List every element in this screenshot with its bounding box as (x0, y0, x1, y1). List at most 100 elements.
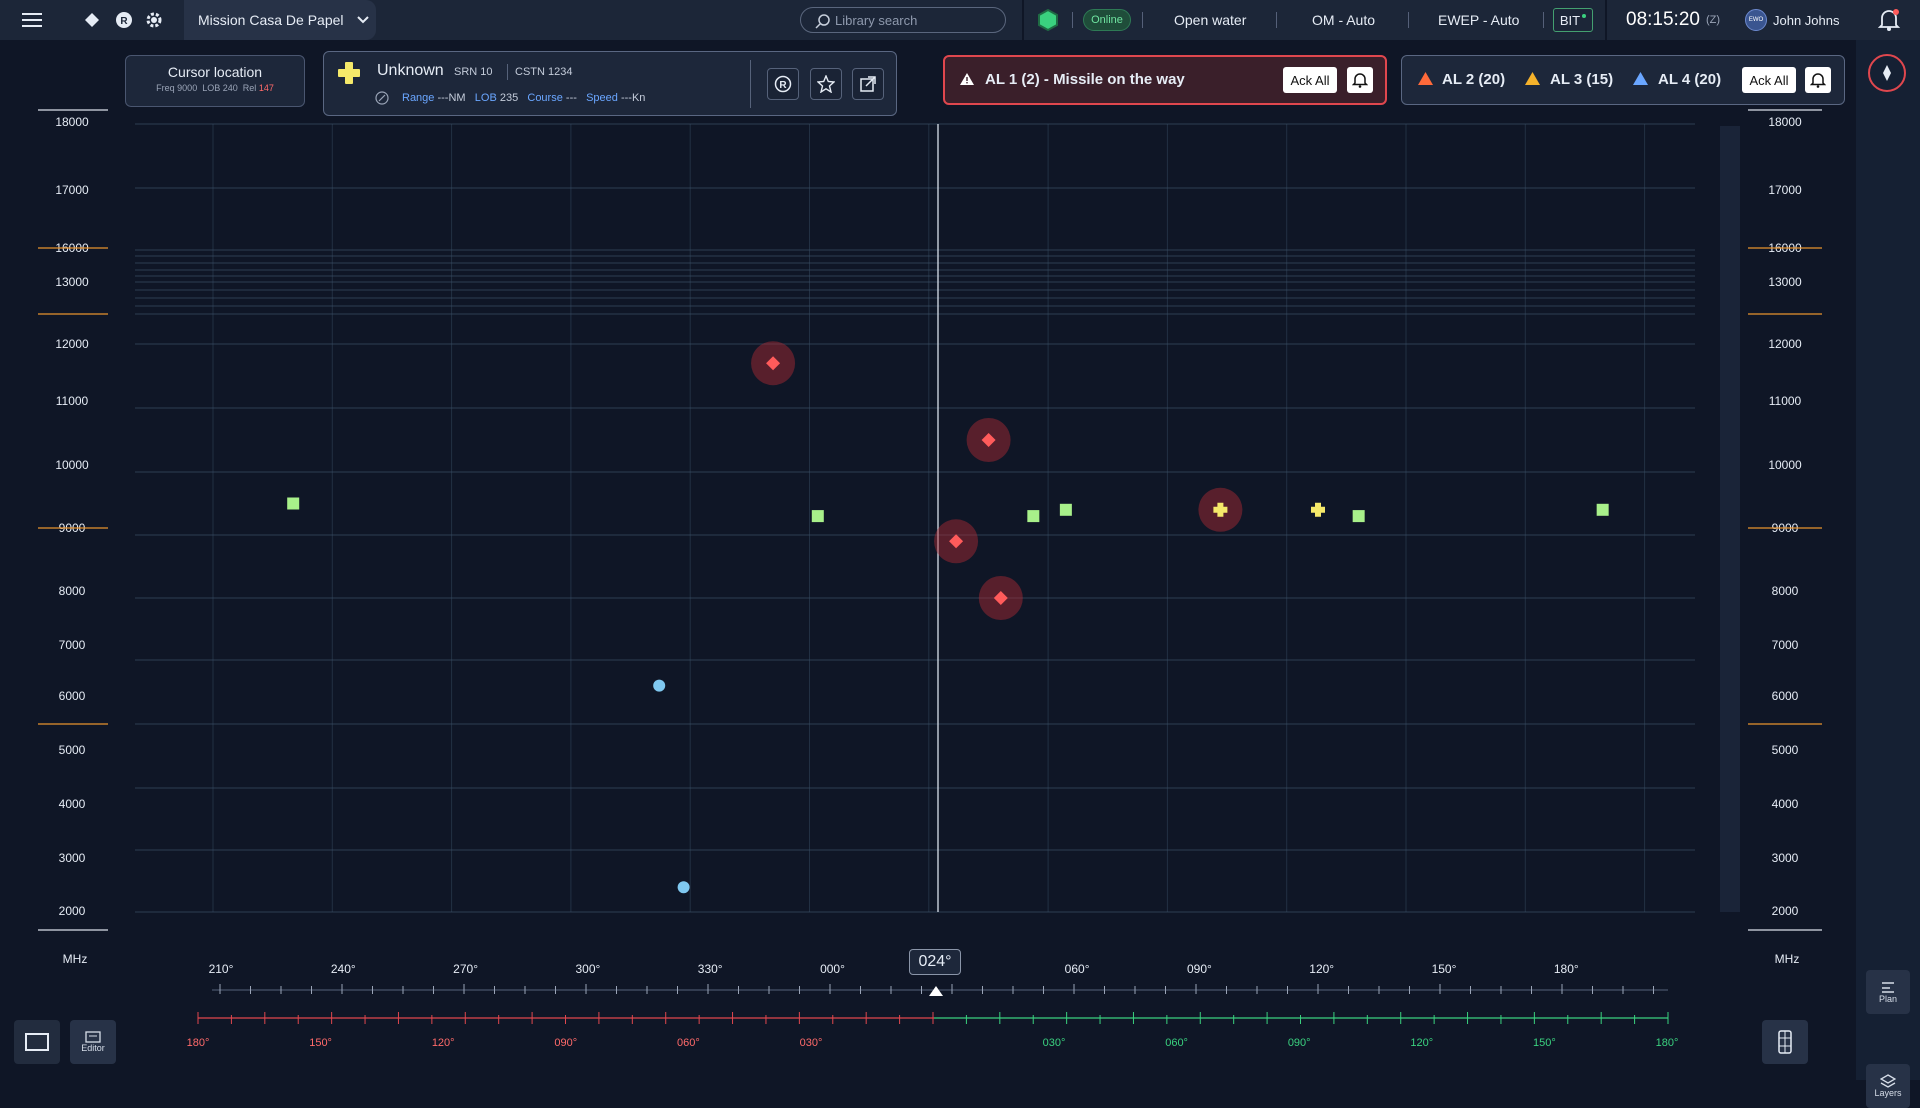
chart-points (287, 341, 1609, 894)
mode-open-water[interactable]: Open water (1174, 12, 1247, 28)
rel-tick-label-left: 120° (432, 1037, 455, 1049)
rel-tick-label-right: 090° (1288, 1037, 1311, 1049)
y-tick-label-left: 4000 (59, 797, 86, 811)
rel-tick-label-left: 090° (554, 1037, 577, 1049)
compass-icon[interactable] (1868, 54, 1906, 92)
mission-name: Mission Casa De Papel (198, 12, 344, 28)
bearing-readout[interactable]: 024° (909, 949, 961, 975)
square-icon (25, 1033, 49, 1051)
rel-tick-label-left: 180° (187, 1037, 210, 1049)
y-tick-label-left: 6000 (59, 689, 86, 703)
device-button[interactable] (1762, 1020, 1808, 1064)
bearing-tick-label: 000° (820, 962, 845, 976)
rel-tick-label-right: 060° (1165, 1037, 1188, 1049)
device-icon (1778, 1030, 1792, 1054)
unknown-point (1311, 502, 1325, 517)
mission-selector[interactable]: Mission Casa De Papel (184, 0, 376, 40)
status-hex-icon (1037, 0, 1059, 40)
y-tick-label-right: 4000 (1772, 797, 1799, 811)
svg-text:R: R (779, 80, 787, 91)
bearing-tick-label: 090° (1187, 962, 1212, 976)
editor-button[interactable]: Editor (70, 1020, 116, 1064)
bearing-tick-label: 180° (1554, 962, 1579, 976)
ack-all-button[interactable]: Ack All (1742, 67, 1796, 93)
svg-text:R: R (120, 16, 128, 27)
favorite-button[interactable] (810, 68, 842, 100)
right-rail: Plan Layers (1856, 40, 1920, 1108)
y-tick-label-right: 13000 (1768, 275, 1802, 289)
y-tick-label-right: 7000 (1772, 638, 1799, 652)
ack-all-al1-button[interactable]: Ack All (1283, 67, 1337, 93)
bell-icon[interactable] (1877, 0, 1901, 40)
friendly-point (1027, 510, 1040, 523)
y-tick-label-left: 7000 (59, 638, 86, 652)
alert-al4[interactable]: AL 4 (20) (1658, 71, 1722, 88)
alert-al3[interactable]: AL 3 (15) (1550, 71, 1614, 88)
relative-bearing-ticks: 180° 150° 120° 090° 060° 030° 030° 060° 090° 120°… (187, 1012, 1678, 1049)
cursor-location-values: Freq 9000 LOB 240 Rel 147 (156, 83, 274, 93)
r-button[interactable]: R (767, 68, 799, 100)
top-bar: R Mission Casa De Papel Library search O… (0, 0, 1920, 40)
y-tick-label-right: 10000 (1768, 458, 1802, 472)
hostile-point (766, 356, 781, 371)
avatar: EWO (1745, 9, 1767, 31)
chart-grid (135, 123, 1740, 913)
y-tick-label-left: 17000 (55, 183, 89, 197)
rel-tick-label-left: 150° (309, 1037, 332, 1049)
y-tick-label-right: 5000 (1772, 743, 1799, 757)
bearing-tick-label: 300° (575, 962, 600, 976)
bit-dot (1582, 14, 1587, 18)
diamond-icon[interactable] (84, 0, 100, 40)
y-tick-label-right: 17000 (1768, 183, 1802, 197)
bearing-tick-label: 330° (698, 962, 723, 976)
y-unit-left: MHz (62, 952, 88, 966)
plan-button[interactable]: Plan (1866, 970, 1910, 1014)
gear-icon[interactable] (145, 0, 163, 40)
mute-alerts-button[interactable] (1805, 67, 1831, 93)
bearing-tick-label: 120° (1309, 962, 1334, 976)
editor-icon (85, 1031, 101, 1043)
user-menu[interactable]: EWO John Johns (1745, 0, 1840, 40)
open-external-button[interactable] (852, 68, 884, 100)
mode-ewep[interactable]: EWEP - Auto (1438, 12, 1520, 28)
view-toggle-button[interactable] (14, 1020, 60, 1064)
unknown-point (1213, 502, 1228, 517)
menu-icon[interactable] (22, 0, 42, 40)
y-tick-label-right: 12000 (1768, 337, 1802, 351)
status-badge: Online (1083, 9, 1131, 31)
alert-summary-panel: AL 2 (20) AL 3 (15) AL 4 (20) Ack All (1401, 55, 1845, 105)
bit-button[interactable]: BIT (1553, 8, 1593, 32)
hostile-point (949, 534, 964, 549)
target-srn: SRN 10 (454, 66, 493, 78)
friendly-point (1352, 510, 1365, 523)
y-tick-label-left: 18000 (55, 115, 89, 129)
r-icon[interactable]: R (115, 0, 133, 40)
y-tick-label-left: 10000 (55, 458, 89, 472)
y-tick-label-right: 2000 (1772, 904, 1799, 918)
neutral-point (653, 679, 666, 692)
bearing-tick-label: 210° (209, 962, 234, 976)
y-unit-right: MHz (1774, 952, 1800, 966)
bearing-tick-label: 150° (1432, 962, 1457, 976)
y-tick-label-right: 8000 (1772, 584, 1799, 598)
mode-om[interactable]: OM - Auto (1312, 12, 1376, 28)
y-tick-label-left: 8000 (59, 584, 86, 598)
hostile-point (993, 591, 1008, 605)
search-input[interactable]: Library search (800, 7, 1006, 33)
cursor-location-title: Cursor location (167, 64, 263, 80)
y-tick-label-left: 11000 (56, 394, 89, 408)
mute-al1-button[interactable] (1347, 67, 1373, 93)
rel-tick-label-left: 060° (677, 1037, 700, 1049)
friendly-point (811, 510, 824, 523)
bearing-tick-label: 270° (453, 962, 478, 976)
rel-tick-label-right: 120° (1410, 1037, 1433, 1049)
alert-al1-panel: AL 1 (2) - Missile on the way Ack All (943, 55, 1387, 105)
chart-scrollbar (1720, 126, 1740, 912)
rel-tick-label-left: 030° (800, 1037, 823, 1049)
rel-tick-label-right: 030° (1043, 1037, 1066, 1049)
alert-al2[interactable]: AL 2 (20) (1442, 71, 1506, 88)
search-icon (815, 14, 830, 29)
friendly-point (287, 497, 300, 510)
